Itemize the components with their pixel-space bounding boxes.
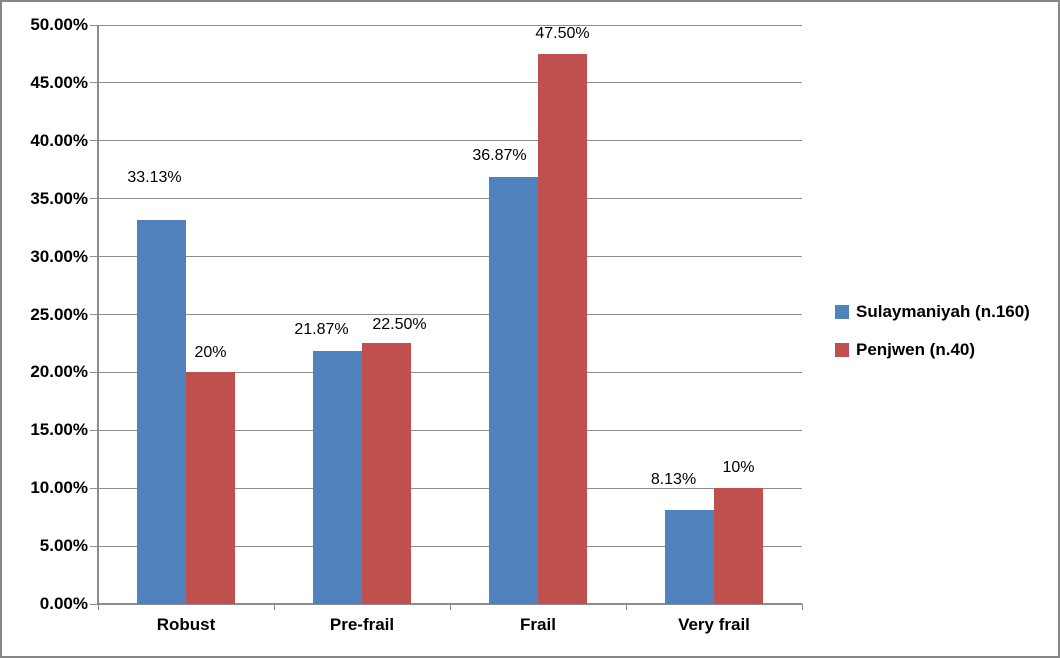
gridline: [98, 545, 802, 547]
y-axis-tick-label: 5.00%: [39, 536, 88, 556]
y-axis-tick-label: 0.00%: [39, 594, 88, 613]
bar-sulaymaniyah-very-frail: [665, 509, 714, 604]
y-axis-tick: [90, 140, 98, 142]
data-label-penjwen-robust: 20%: [194, 344, 227, 362]
x-axis-category-label: Frail: [520, 615, 556, 634]
y-axis-tick-label: 10.00%: [30, 478, 88, 498]
gridline: [98, 24, 802, 26]
y-axis-tick-label: 50.00%: [30, 15, 88, 34]
bar-penjwen-pre-frail: [362, 343, 411, 604]
data-label-penjwen-pre-frail: 22.50%: [372, 316, 427, 334]
x-axis-tick: [273, 604, 275, 610]
y-axis-tick: [90, 24, 98, 26]
data-label-penjwen-very-frail: 10%: [722, 459, 755, 477]
x-axis-tick: [97, 604, 99, 610]
y-axis-tick-label: 15.00%: [30, 420, 88, 440]
data-label-sulaymaniyah-robust: 33.13%: [127, 169, 182, 187]
x-axis-tick: [801, 604, 803, 610]
bar-penjwen-frail: [538, 53, 587, 604]
y-axis-tick: [90, 429, 98, 431]
y-axis-tick-label: 25.00%: [30, 304, 88, 324]
legend-swatch-sulaymaniyah-icon: [835, 304, 849, 319]
y-axis-tick: [90, 314, 98, 315]
legend-item-penjwen: Penjwen (n.40): [835, 337, 1030, 362]
y-axis-tick: [90, 487, 98, 489]
gridline: [98, 140, 802, 142]
y-axis-tick-label: 20.00%: [30, 362, 88, 382]
gridline: [98, 256, 802, 258]
gridline: [98, 314, 802, 315]
y-axis-tick: [90, 545, 98, 547]
x-axis-category-label: Robust: [156, 615, 216, 634]
gridline: [98, 82, 802, 84]
bar-penjwen-very-frail: [714, 488, 763, 604]
legend: Sulaymaniyah (n.160) Penjwen (n.40): [835, 299, 1030, 362]
x-axis-tick: [449, 604, 451, 610]
y-axis-tick: [90, 256, 98, 258]
data-label-sulaymaniyah-pre-frail: 21.87%: [294, 320, 349, 338]
y-axis-tick: [90, 371, 98, 373]
y-axis-tick: [90, 198, 98, 200]
legend-item-sulaymaniyah: Sulaymaniyah (n.160): [835, 299, 1030, 324]
gridline: [98, 429, 802, 431]
y-axis-tick-label: 45.00%: [30, 72, 88, 92]
legend-label-penjwen: Penjwen (n.40): [856, 339, 976, 359]
gridline: [98, 198, 802, 200]
x-axis-tick: [625, 604, 627, 610]
gridline: [98, 487, 802, 489]
x-axis-category-label: Pre-frail: [329, 615, 395, 634]
data-label-sulaymaniyah-frail: 36.87%: [472, 147, 527, 165]
y-axis-tick-label: 30.00%: [30, 246, 88, 266]
y-axis-tick: [90, 603, 98, 605]
y-axis-line: [97, 25, 99, 604]
data-label-penjwen-frail: 47.50%: [535, 24, 590, 42]
bar-penjwen-robust: [186, 372, 235, 604]
data-label-sulaymaniyah-very-frail: 8.13%: [650, 470, 697, 488]
y-axis-tick-label: 40.00%: [30, 130, 88, 150]
legend-swatch-penjwen-icon: [835, 342, 849, 357]
bar-sulaymaniyah-robust: [137, 220, 186, 604]
legend-label-sulaymaniyah: Sulaymaniyah (n.160): [856, 301, 1030, 321]
gridline: [98, 371, 802, 373]
x-axis-category-label: Very frail: [678, 615, 750, 634]
bar-sulaymaniyah-pre-frail: [313, 350, 362, 604]
y-axis-tick-label: 35.00%: [30, 188, 88, 208]
bar-sulaymaniyah-frail: [489, 177, 538, 604]
y-axis-tick: [90, 82, 98, 84]
